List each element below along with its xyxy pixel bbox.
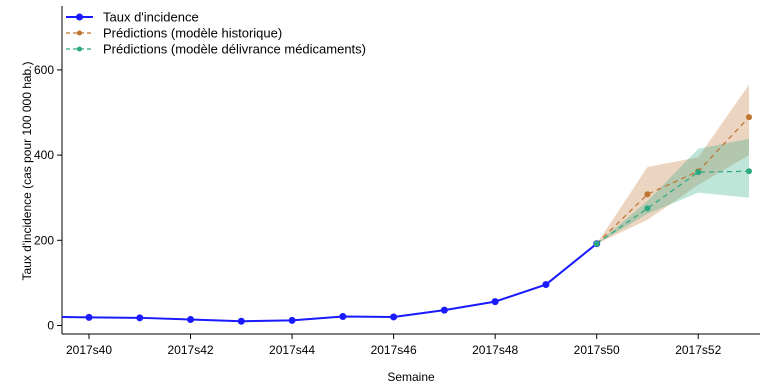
data-point bbox=[390, 313, 398, 321]
x-tick-label: 2017s50 bbox=[574, 343, 620, 357]
y-tick-label: 400 bbox=[34, 148, 54, 162]
y-tick-labels: 0 200 400 600 bbox=[34, 63, 62, 332]
legend-label: Prédictions (modèle délivrance médicamen… bbox=[103, 42, 366, 57]
legend-item: Prédictions (modèle délivrance médicamen… bbox=[66, 42, 366, 57]
series-line-1 bbox=[596, 116, 750, 245]
data-point bbox=[85, 313, 93, 321]
legend-label: Prédictions (modèle historique) bbox=[103, 26, 282, 41]
legend-item: Taux d'incidence bbox=[66, 10, 199, 25]
x-tick-label: 2017s40 bbox=[66, 343, 112, 357]
legend-label: Taux d'incidence bbox=[103, 10, 199, 25]
data-point bbox=[695, 169, 702, 176]
x-tick-label: 2017s52 bbox=[675, 343, 721, 357]
data-point bbox=[593, 240, 600, 247]
axes bbox=[61, 6, 760, 335]
legend-item: Prédictions (modèle historique) bbox=[66, 26, 282, 41]
data-point bbox=[440, 306, 448, 314]
data-point bbox=[288, 316, 296, 324]
x-axis-title: Semaine bbox=[387, 370, 435, 384]
data-point bbox=[136, 314, 144, 322]
data-point bbox=[644, 191, 651, 198]
legend-marker bbox=[77, 30, 82, 36]
series-points bbox=[85, 114, 752, 325]
legend-marker bbox=[76, 13, 83, 21]
y-tick-label: 0 bbox=[47, 318, 54, 332]
data-point bbox=[644, 205, 651, 212]
series-lines bbox=[61, 116, 750, 323]
x-tick-labels: 2017s40 2017s42 2017s44 2017s46 2017s48 2017s… bbox=[66, 334, 722, 357]
series-line-2 bbox=[596, 170, 750, 245]
data-point bbox=[491, 298, 499, 306]
y-axis-title: Taux d'incidence (cas pour 100 000 hab.) bbox=[20, 61, 34, 280]
confidence-band-1 bbox=[596, 84, 749, 244]
data-point bbox=[339, 313, 347, 321]
x-tick-label: 2017s48 bbox=[472, 343, 518, 357]
y-tick-label: 200 bbox=[34, 233, 54, 247]
data-point bbox=[746, 168, 752, 175]
series-line-0 bbox=[61, 242, 598, 323]
y-tick-label: 600 bbox=[34, 63, 54, 77]
data-point bbox=[237, 317, 245, 325]
data-point bbox=[542, 281, 550, 289]
x-tick-label: 2017s42 bbox=[168, 343, 214, 357]
data-point bbox=[746, 114, 752, 121]
data-point bbox=[187, 316, 195, 324]
x-tick-label: 2017s44 bbox=[269, 343, 315, 357]
confidence-bands bbox=[596, 84, 749, 244]
x-tick-label: 2017s46 bbox=[371, 343, 417, 357]
legend-marker bbox=[77, 46, 82, 52]
